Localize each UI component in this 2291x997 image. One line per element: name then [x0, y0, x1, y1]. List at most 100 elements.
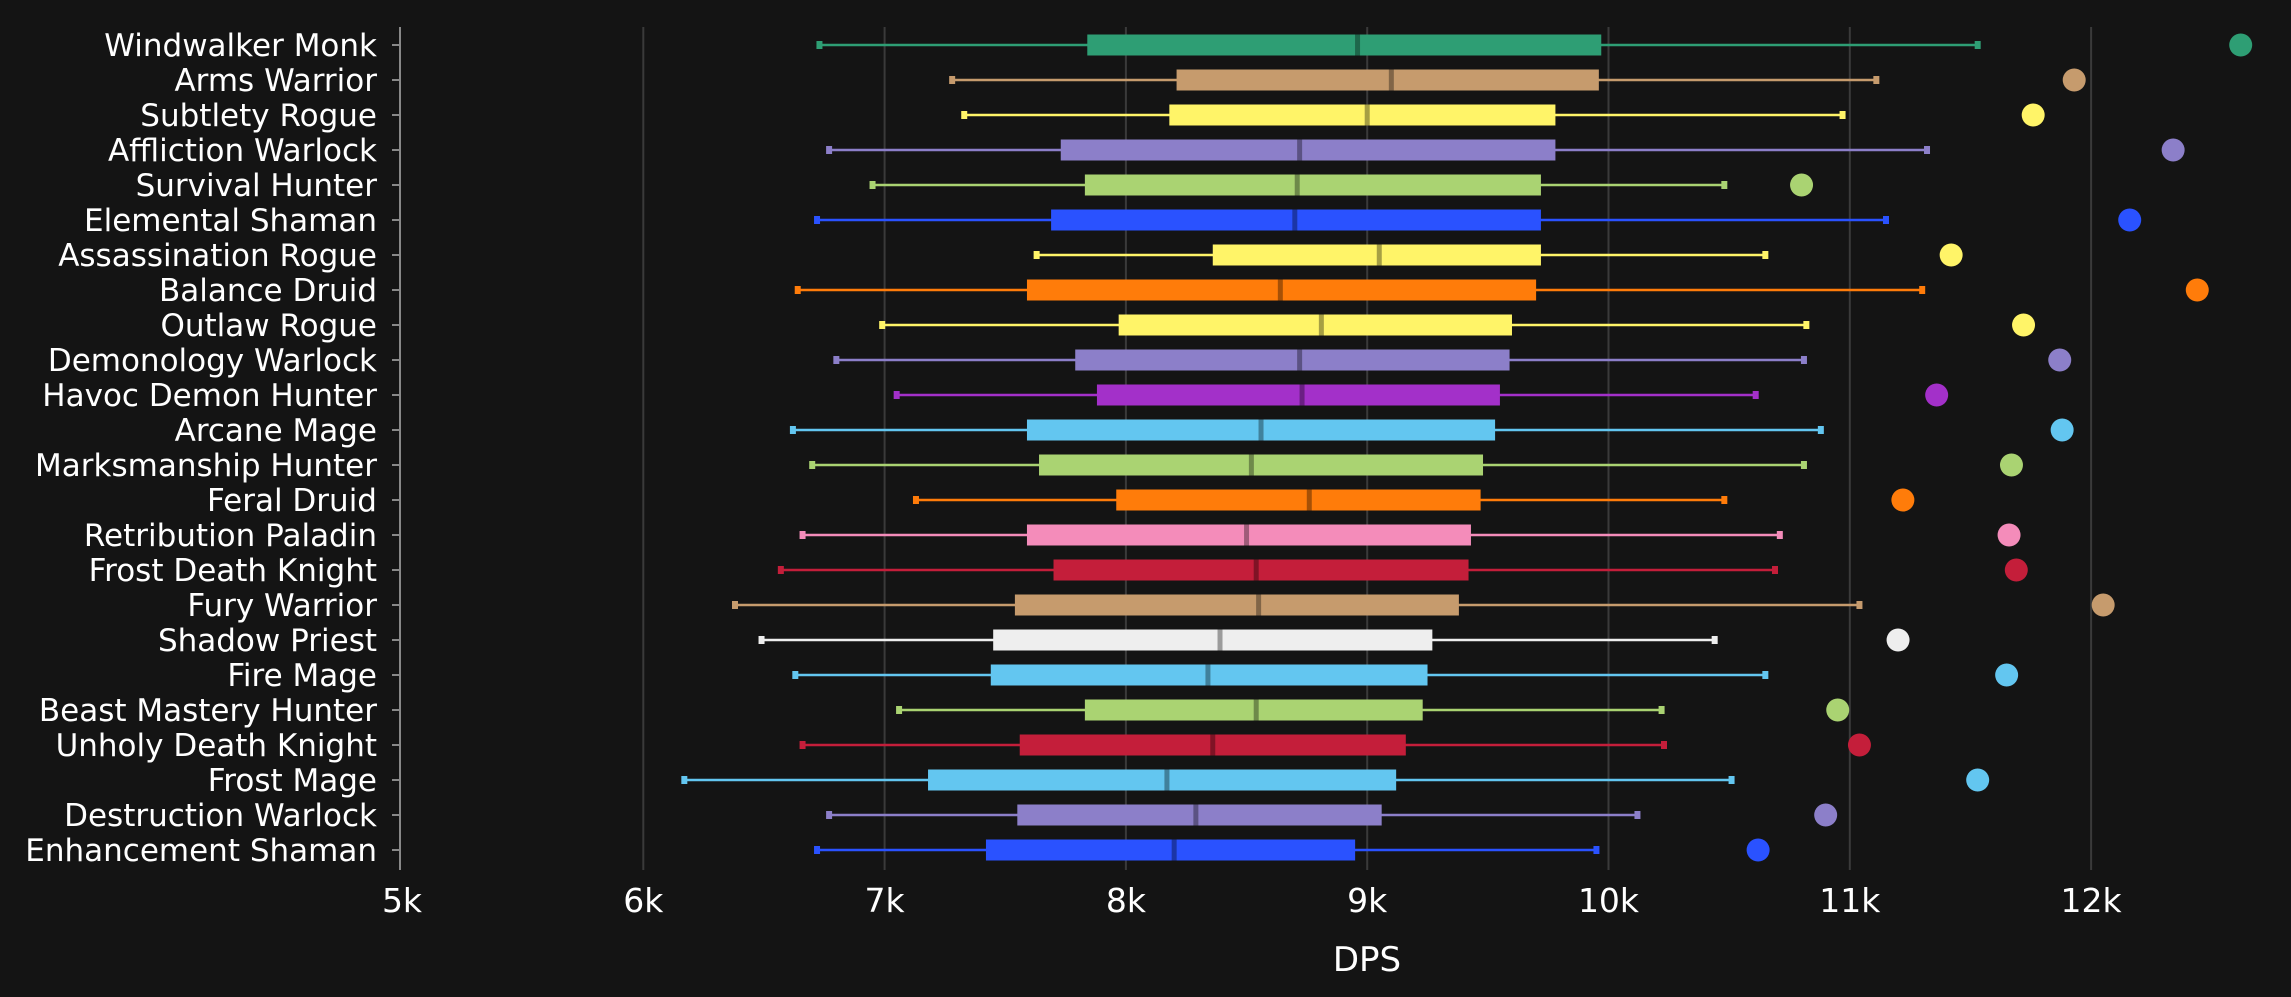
y-category-label: Fire Mage: [227, 658, 377, 694]
y-category-label: Arcane Mage: [175, 413, 377, 449]
median-marker: [1294, 174, 1300, 196]
whisker-max-cap: [1771, 566, 1778, 574]
median-marker: [1318, 314, 1324, 336]
box-plot-row: [792, 663, 2019, 687]
x-tick-labels: 5k 6k 7k 8k 9k 10k 11k 12k: [382, 881, 2123, 920]
iqr-box: [990, 664, 1428, 686]
median-marker: [1277, 279, 1283, 301]
box-plot-row: [961, 103, 2045, 127]
iqr-box: [1118, 314, 1512, 336]
whisker-max-cap: [1817, 426, 1824, 434]
whisker-max-cap: [1919, 286, 1926, 294]
box-plot-row: [758, 628, 1910, 652]
whisker-min-cap: [799, 741, 806, 749]
y-category-label: Marksmanship Hunter: [35, 448, 377, 484]
whisker-max-cap: [1634, 811, 1641, 819]
y-category-label: Assassination Rogue: [58, 238, 377, 274]
outlier-point: [2062, 68, 2086, 92]
y-axis: [392, 27, 401, 870]
median-marker: [1364, 104, 1370, 126]
box-plot-row: [814, 208, 2142, 232]
box-plot-row: [912, 488, 1915, 512]
median-marker: [1258, 419, 1264, 441]
outlier-point: [1999, 453, 2023, 477]
whisker-min-cap: [794, 286, 801, 294]
outlier-point: [2118, 208, 2142, 232]
outlier-point: [2185, 278, 2209, 302]
whisker-min-cap: [731, 601, 738, 609]
median-marker: [1164, 769, 1170, 791]
box-plot-row: [777, 558, 2028, 582]
x-tick-label: 6k: [623, 881, 664, 920]
median-marker: [1306, 489, 1312, 511]
box-plot-row: [799, 733, 1871, 757]
whisker-min-cap: [799, 531, 806, 539]
whisker-min-cap: [1033, 251, 1040, 259]
box-plot-row: [731, 593, 2115, 617]
whisker-min-cap: [758, 636, 765, 644]
y-category-label: Windwalker Monk: [104, 28, 377, 64]
whisker-min-cap: [912, 496, 919, 504]
y-category-label: Shadow Priest: [158, 623, 377, 659]
median-marker: [1388, 69, 1394, 91]
iqr-box: [1212, 244, 1541, 266]
iqr-box: [993, 629, 1433, 651]
box-plot-row: [833, 348, 2072, 372]
iqr-box: [1053, 559, 1469, 581]
box-plot-row: [896, 698, 1850, 722]
iqr-box: [1060, 139, 1556, 161]
y-category-label: Survival Hunter: [136, 168, 378, 204]
outlier-point: [2091, 593, 2115, 617]
x-tick-label: 5k: [382, 881, 423, 920]
whisker-max-cap: [1762, 671, 1769, 679]
median-marker: [1217, 629, 1223, 651]
whisker-max-cap: [1660, 741, 1667, 749]
whisker-max-cap: [1658, 706, 1665, 714]
box-plot-row: [949, 68, 2086, 92]
whisker-max-cap: [1803, 321, 1810, 329]
whisker-min-cap: [826, 146, 833, 154]
whisker-max-cap: [1800, 461, 1807, 469]
whisker-min-cap: [961, 111, 968, 119]
outlier-point: [1746, 838, 1770, 862]
y-category-label: Fury Warrior: [187, 588, 377, 624]
whisker-min-cap: [809, 461, 816, 469]
outlier-point: [1790, 173, 1814, 197]
x-tick-label: 7k: [865, 881, 906, 920]
outlier-point: [2048, 348, 2072, 372]
whisker-max-cap: [1924, 146, 1931, 154]
y-category-label: Destruction Warlock: [64, 798, 377, 834]
iqr-box: [985, 839, 1356, 861]
median-marker: [1205, 664, 1211, 686]
box-plot-row: [789, 418, 2074, 442]
box-plot-row: [681, 768, 1990, 792]
median-marker: [1253, 559, 1259, 581]
whisker-min-cap: [896, 706, 903, 714]
iqr-box: [1026, 524, 1471, 546]
outlier-point: [2229, 33, 2253, 57]
whisker-min-cap: [792, 671, 799, 679]
median-marker: [1297, 349, 1303, 371]
box-plot-row: [826, 138, 2185, 162]
y-category-label: Outlaw Rogue: [160, 308, 377, 344]
outlier-point: [2161, 138, 2185, 162]
box-plot-row: [879, 313, 2036, 337]
whisker-min-cap: [777, 566, 784, 574]
iqr-box: [928, 769, 1397, 791]
median-marker: [1253, 699, 1259, 721]
y-category-label: Frost Death Knight: [89, 553, 377, 589]
iqr-box: [1096, 384, 1500, 406]
outlier-point: [1826, 698, 1850, 722]
median-marker: [1244, 524, 1250, 546]
whisker-min-cap: [869, 181, 876, 189]
box-plot-row: [893, 383, 1949, 407]
iqr-box: [1017, 804, 1382, 826]
whisker-max-cap: [1856, 601, 1863, 609]
whisker-max-cap: [1752, 391, 1759, 399]
y-category-label: Arms Warrior: [174, 63, 377, 99]
median-marker: [1171, 839, 1177, 861]
y-category-label: Elemental Shaman: [84, 203, 377, 239]
iqr-box: [1026, 279, 1537, 301]
box-plot-row: [1033, 243, 1963, 267]
outlier-point: [1886, 628, 1910, 652]
